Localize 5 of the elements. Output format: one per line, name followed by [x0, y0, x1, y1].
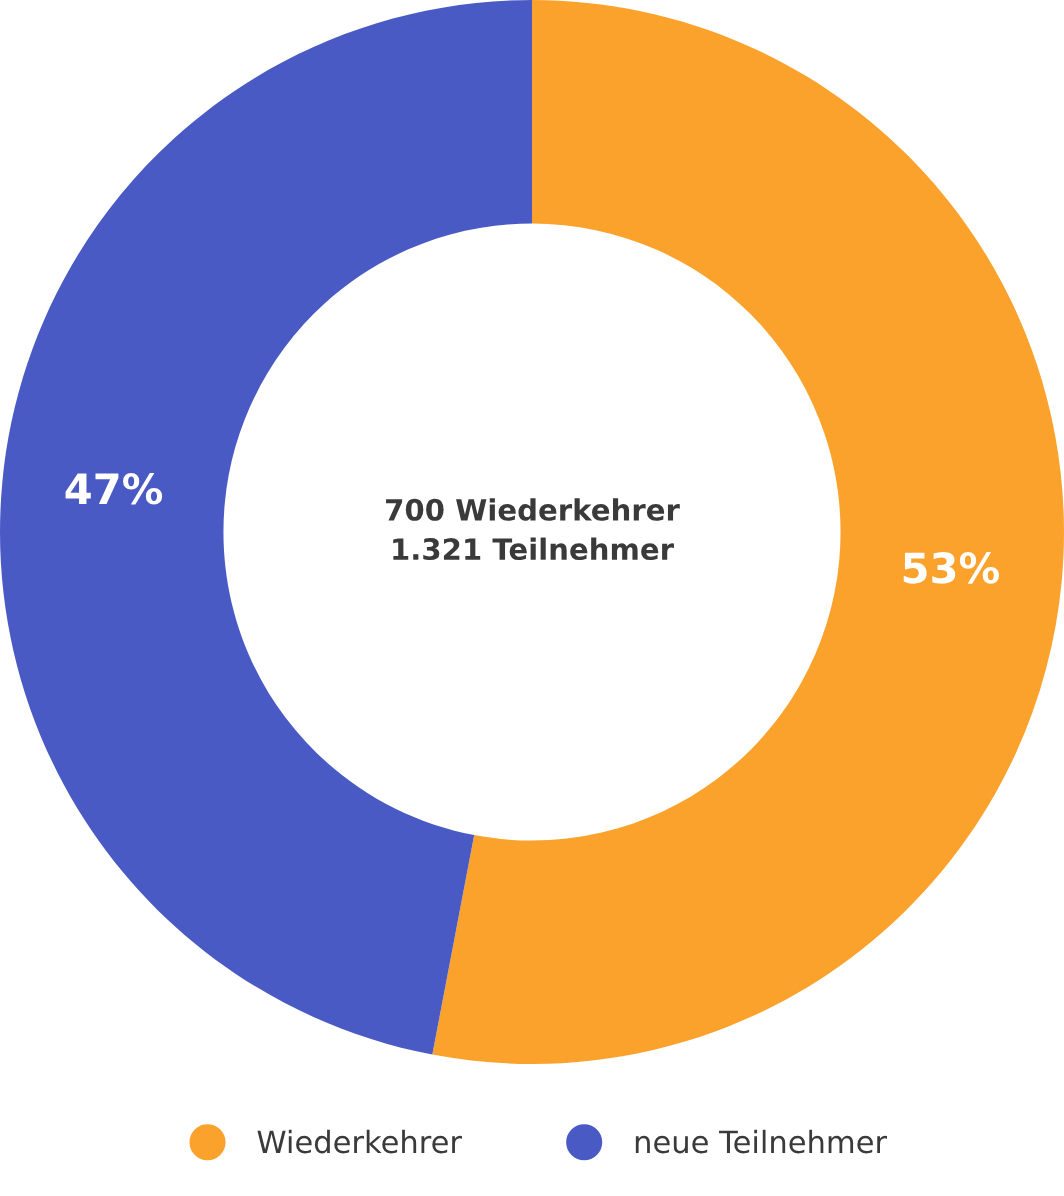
- legend-label: neue Teilnehmer: [635, 1129, 888, 1154]
- data-label: 47%: [65, 473, 163, 505]
- data-label: 53%: [903, 552, 999, 584]
- text: 700 Wiederkehrer 1.321 Teilnehmer: [386, 498, 680, 561]
- legend-label: Wiederkehrer: [257, 1129, 462, 1154]
